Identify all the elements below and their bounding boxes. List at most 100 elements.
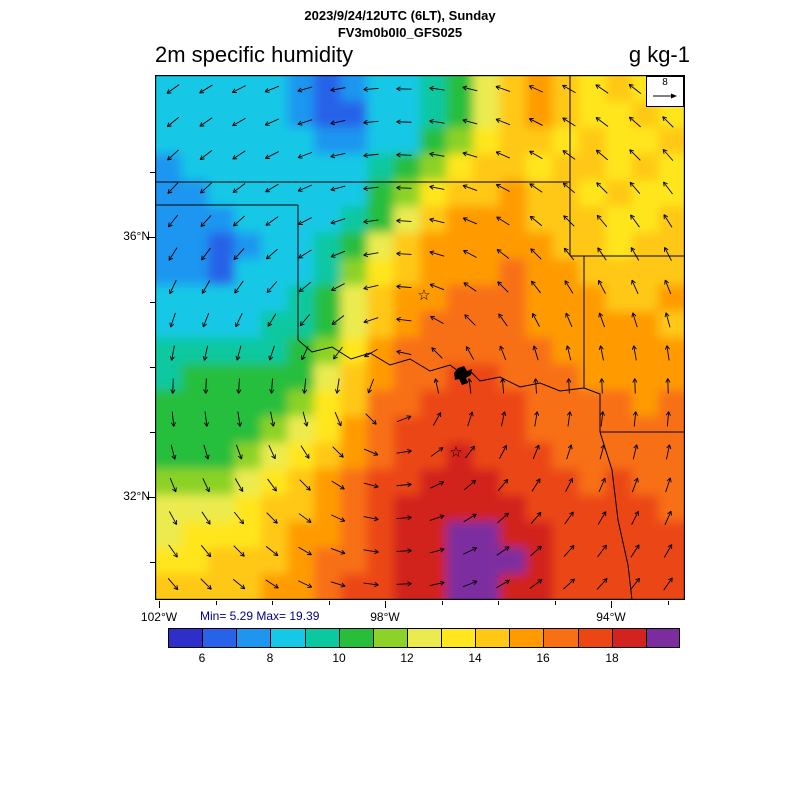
wind-arrow — [666, 444, 670, 460]
humidity-cell — [632, 337, 660, 365]
wind-arrow — [631, 477, 639, 493]
humidity-cell — [155, 206, 183, 234]
humidity-cell — [605, 442, 633, 470]
humidity-cell — [632, 573, 660, 600]
wind-arrow-head — [602, 544, 607, 548]
wind-arrow-head — [396, 121, 401, 125]
wind-arrow-head — [330, 153, 335, 158]
wind-arrow-head — [231, 88, 236, 93]
humidity-cell — [234, 180, 262, 208]
wind-arrow-head — [440, 481, 445, 486]
lon-label: 102°W — [140, 610, 178, 624]
humidity-cell — [367, 101, 395, 129]
wind-arrow-head — [330, 87, 335, 91]
wind-arrow-head — [172, 389, 176, 394]
wind-arrow-head — [406, 415, 412, 417]
wind-arrow — [496, 184, 510, 192]
wind-arrow-head — [363, 288, 369, 291]
wind-arrow — [629, 116, 641, 128]
wind-arrow-head — [600, 345, 604, 350]
wind-arrow-head — [330, 156, 336, 159]
wind-arrow-head — [429, 186, 434, 190]
humidity-cell — [473, 468, 501, 496]
wind-arrow — [267, 478, 277, 492]
wind-arrow — [201, 247, 211, 261]
wind-arrow — [462, 217, 478, 225]
humidity-cell — [208, 311, 236, 339]
humidity-cell — [552, 206, 580, 234]
colorbar-segment — [406, 628, 443, 648]
wind-arrow-head — [506, 580, 510, 585]
wind-arrow-head — [564, 280, 570, 284]
humidity-cell — [499, 416, 527, 444]
wind-arrow — [267, 313, 277, 327]
colorbar-segment — [543, 628, 579, 648]
humidity-cell — [605, 101, 633, 129]
humidity-cell — [393, 180, 421, 208]
humidity-cell — [208, 442, 236, 470]
humidity-cell — [473, 521, 501, 549]
humidity-cell — [181, 258, 209, 286]
wind-arrow — [634, 378, 636, 394]
humidity-cell — [552, 337, 580, 365]
wind-arrow — [331, 514, 345, 522]
wind-arrow-head — [297, 157, 303, 159]
wind-arrow-head — [272, 521, 278, 524]
wind-arrow-head — [407, 482, 412, 485]
humidity-cell — [473, 101, 501, 129]
humidity-cell — [393, 547, 421, 575]
wind-arrow — [170, 444, 176, 460]
wind-arrow — [564, 280, 574, 294]
humidity-cell — [658, 206, 685, 234]
wind-arrow-head — [462, 151, 468, 154]
humidity-cell — [473, 232, 501, 260]
humidity-cell — [605, 285, 633, 313]
wind-arrow-head — [330, 186, 335, 191]
wind-arrow-head — [636, 444, 639, 450]
wind-arrow-head — [504, 411, 507, 417]
wind-arrow — [498, 313, 508, 327]
wind-arrow — [630, 577, 640, 591]
wind-arrow-head — [562, 183, 566, 188]
wind-arrow-head — [268, 355, 271, 361]
wind-arrow — [270, 411, 274, 427]
wind-arrow-head — [536, 411, 540, 417]
wind-arrow — [666, 411, 670, 427]
humidity-cell — [208, 495, 236, 523]
wind-arrow — [532, 444, 540, 460]
minmax-stats: Min= 5.29 Max= 19.39 — [200, 609, 320, 623]
wind-arrow — [202, 478, 210, 492]
humidity-cell — [446, 468, 474, 496]
wind-arrow-head — [374, 584, 379, 587]
wind-arrow — [497, 478, 509, 492]
wind-arrow — [633, 345, 637, 361]
humidity-cell — [155, 573, 183, 600]
humidity-cell — [181, 232, 209, 260]
wind-arrow-head — [495, 151, 500, 156]
humidity-cell — [314, 547, 342, 575]
humidity-cell — [552, 442, 580, 470]
wind-arrow-head — [629, 181, 635, 185]
humidity-cell — [340, 468, 368, 496]
wind-arrow-head — [562, 117, 566, 123]
humidity-cell — [658, 127, 685, 155]
wind-arrow-head — [473, 547, 478, 552]
wind-arrow — [167, 149, 179, 161]
humidity-cell — [473, 206, 501, 234]
wind-arrow-head — [173, 554, 178, 558]
humidity-cell — [499, 232, 527, 260]
wind-arrow — [596, 578, 608, 590]
wind-arrow-head — [567, 411, 571, 416]
wind-arrow — [298, 249, 312, 259]
wind-arrow — [465, 346, 475, 360]
wind-arrow-head — [363, 86, 368, 90]
wind-arrow — [298, 217, 312, 225]
humidity-cell — [473, 547, 501, 575]
wind-arrow-head — [632, 411, 637, 416]
humidity-cell — [367, 416, 395, 444]
wind-arrow — [300, 445, 310, 459]
wind-arrow-head — [531, 280, 536, 284]
colorbar-tick-label: 12 — [400, 651, 414, 665]
wind-arrow — [630, 247, 640, 261]
wind-arrow-head — [298, 253, 302, 259]
